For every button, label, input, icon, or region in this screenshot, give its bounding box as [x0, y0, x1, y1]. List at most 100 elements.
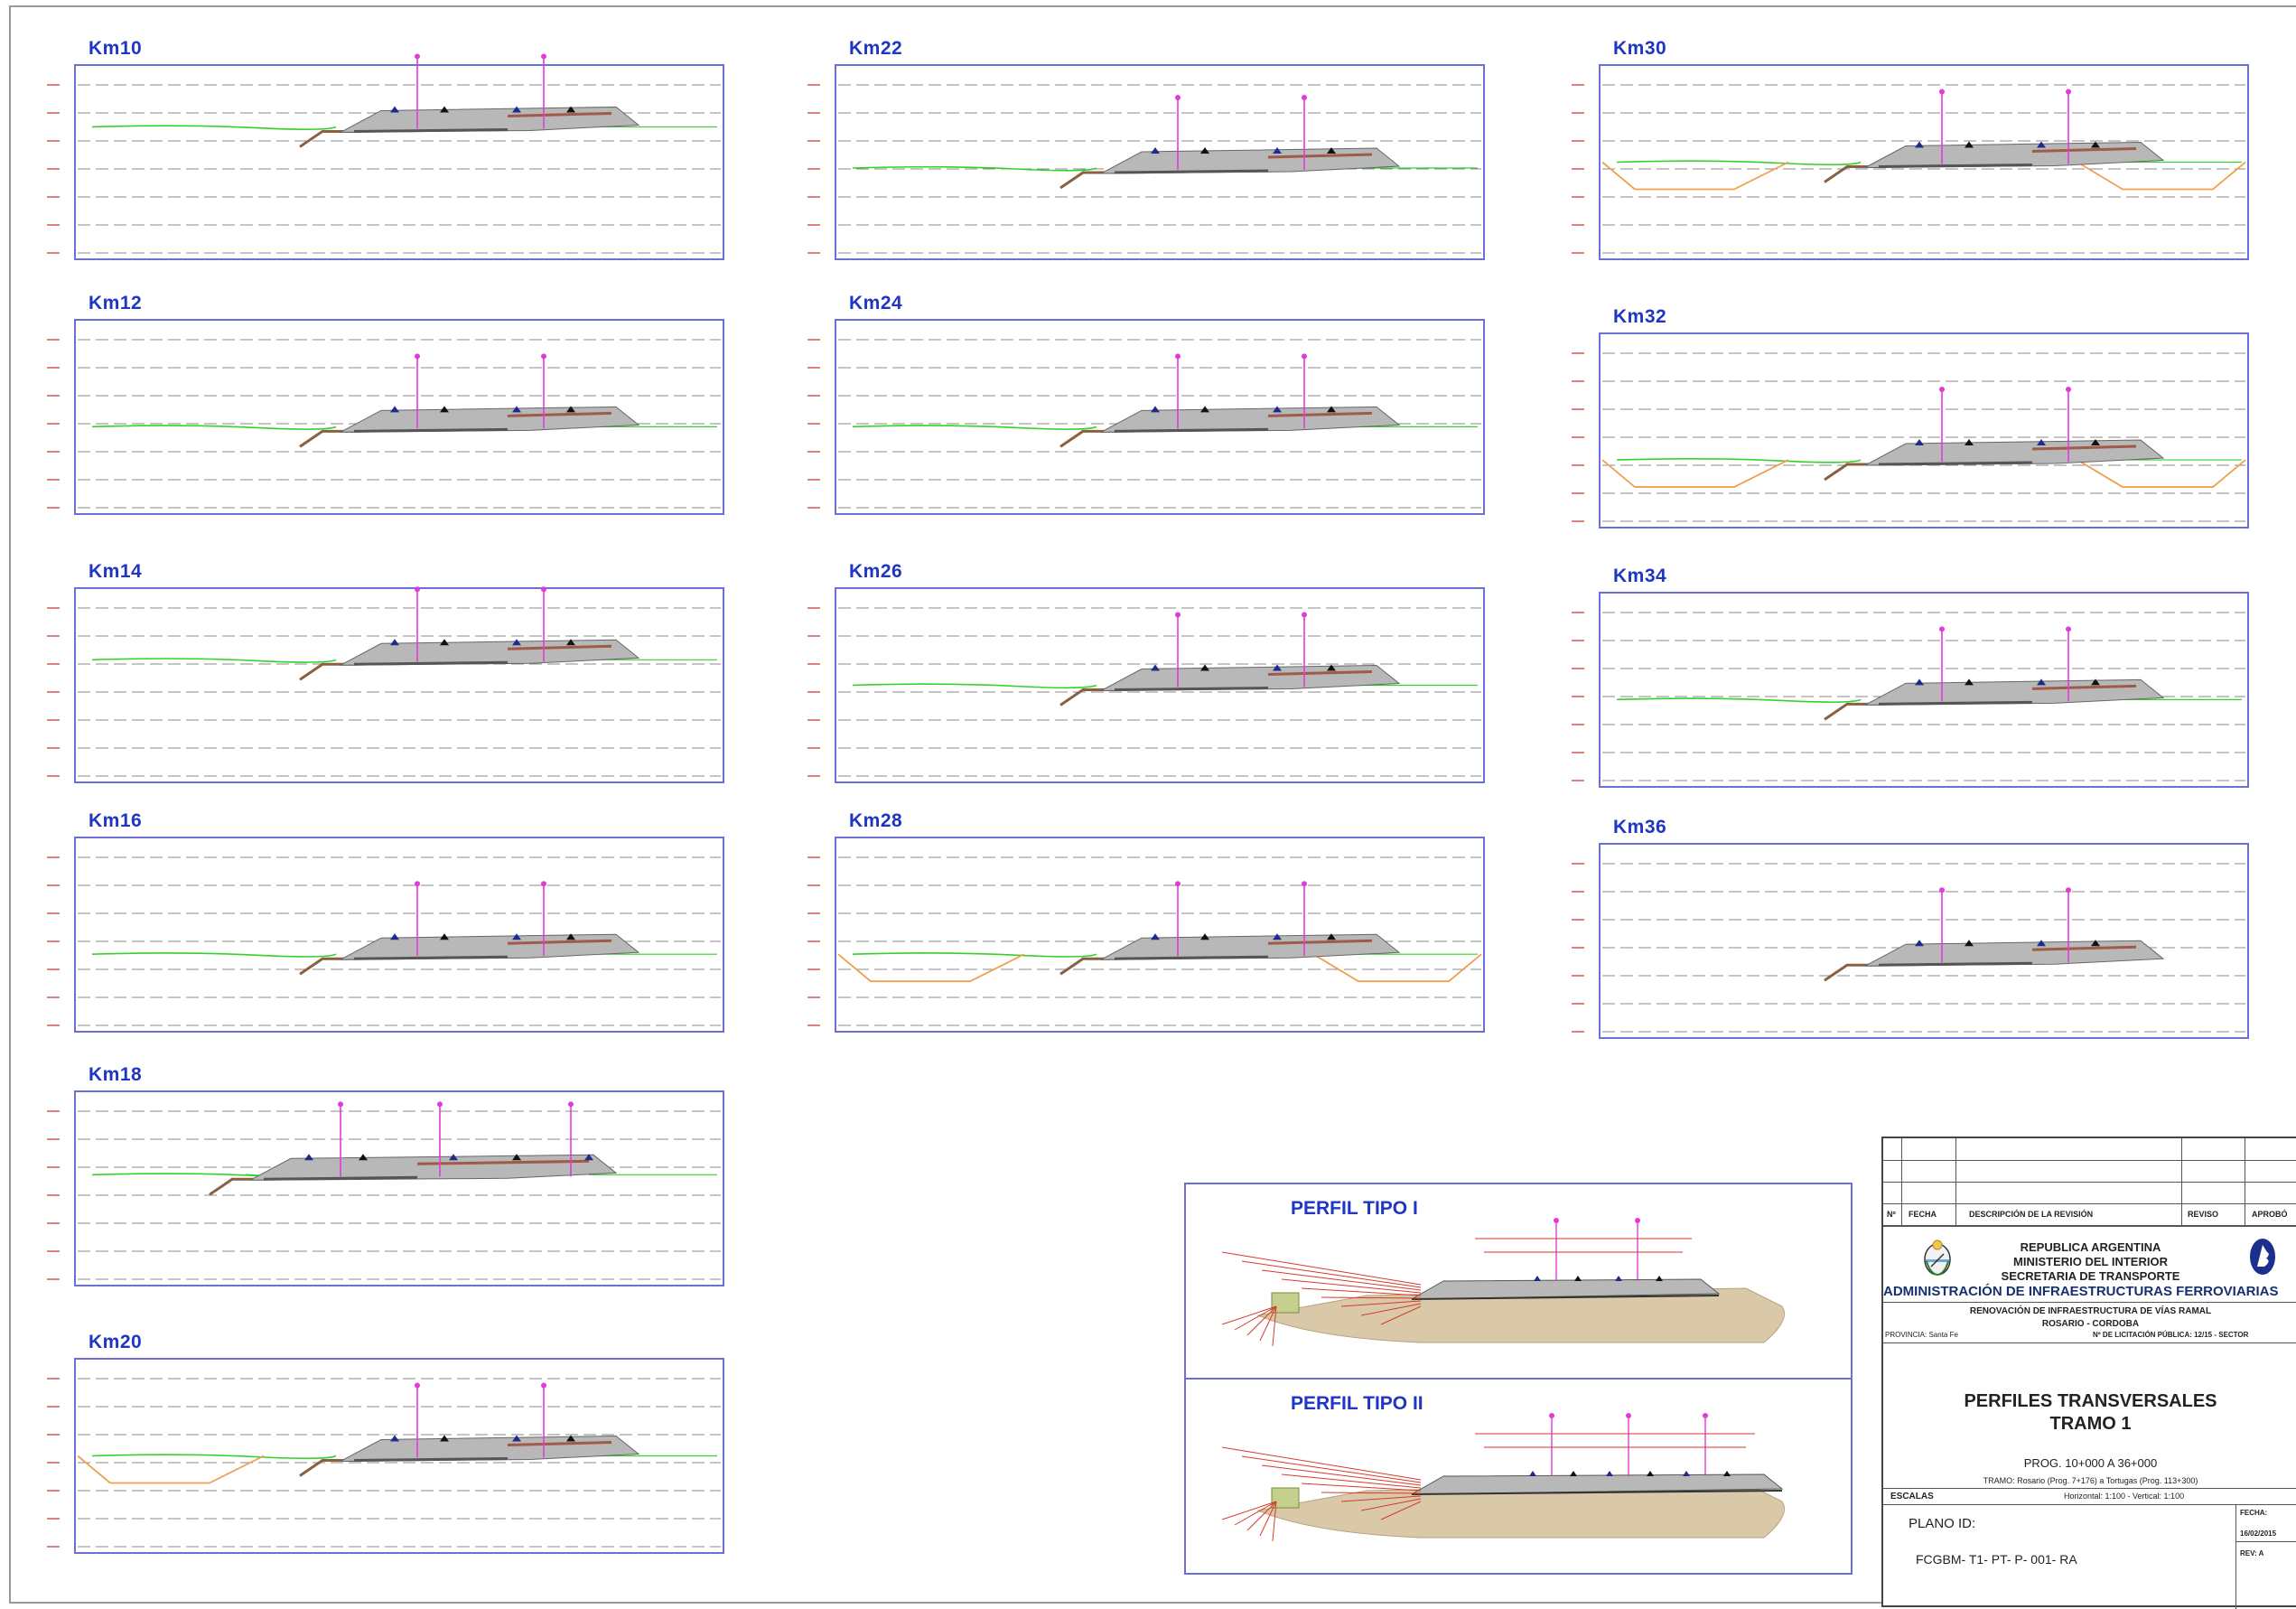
post-marker: [1554, 1218, 1559, 1223]
post-marker: [2066, 626, 2071, 632]
rev-num-header: Nº: [1887, 1210, 1896, 1219]
subgrade-slope: [1059, 957, 1115, 976]
rail-marker: [1965, 940, 1974, 947]
ballast: [1411, 1278, 1721, 1300]
rail-marker: [390, 933, 399, 940]
ground-line-left: [852, 683, 1097, 689]
rail-marker: [390, 406, 399, 413]
sleeper-line: [1267, 670, 1373, 676]
sleeper-line: [1267, 153, 1373, 159]
cross-section-panel: Km18: [47, 1061, 724, 1296]
rail-marker: [1606, 1471, 1613, 1476]
subgrade-slope: [299, 957, 354, 976]
ballast: [1411, 1473, 1784, 1495]
tb-col-divider: [2235, 1504, 2236, 1609]
rail-marker: [359, 1154, 368, 1161]
leader-line: [1321, 1296, 1422, 1299]
panel-label: Km10: [89, 38, 143, 59]
sheet-title-line-2: TRAMO 1: [2049, 1414, 2132, 1434]
tramo: TRAMO: Rosario (Prog. 7+176) a Tortugas …: [1983, 1476, 2198, 1485]
ground-line-left: [852, 952, 1097, 958]
rail-marker: [390, 1435, 399, 1442]
subgrade-slope: [1824, 463, 1879, 482]
panel-label: Km18: [89, 1064, 143, 1085]
panel-label: Km14: [89, 561, 143, 582]
rail-marker: [440, 106, 449, 113]
ditch-left: [1601, 459, 1789, 488]
org-line-3: SECRETARIA DE TRANSPORTE: [2001, 1269, 2180, 1283]
rail-marker: [1965, 141, 1974, 148]
post-marker: [541, 353, 546, 360]
leader-line: [1221, 1251, 1422, 1286]
rail-marker: [1151, 406, 1160, 413]
title-block: Nº FECHA DESCRIPCIÓN DE LA REVISIÓN REVI…: [1881, 1137, 2296, 1609]
ditch-left: [837, 953, 1025, 983]
leader-line: [1301, 1287, 1422, 1296]
rev-label: REV: A: [2240, 1549, 2264, 1558]
rail-marker: [1200, 933, 1209, 940]
rail-marker: [1200, 406, 1209, 413]
subballast-line: [1878, 164, 2033, 168]
rail-marker: [566, 933, 575, 940]
post-marker: [437, 1101, 443, 1108]
sleeper-line: [1267, 411, 1373, 417]
rev-row-line: [1883, 1160, 2296, 1161]
leader-line: [1272, 1501, 1277, 1542]
rev-header-line: [1883, 1225, 2296, 1227]
rail-marker: [512, 1154, 521, 1161]
post-marker: [415, 586, 420, 593]
sleeper-line: [507, 111, 612, 117]
panel-label: Km34: [1613, 566, 1667, 586]
leader-line: [1340, 1300, 1422, 1307]
subballast-line: [1114, 169, 1269, 174]
ditch-left: [1601, 161, 1789, 191]
rail-marker: [440, 639, 449, 646]
leader-line: [1241, 1455, 1422, 1483]
ditch-left: [77, 1455, 265, 1484]
rail-marker: [1615, 1276, 1622, 1281]
rail-marker: [390, 639, 399, 646]
leader-line: [1241, 1260, 1422, 1288]
sleeper-line: [507, 644, 612, 650]
subballast-line: [1878, 461, 2033, 466]
rail-marker: [512, 933, 521, 940]
rail-marker: [1656, 1276, 1663, 1281]
tb-divider: [2235, 1541, 2296, 1542]
panel-label: Km24: [849, 293, 903, 313]
subgrade-slope: [1824, 963, 1879, 982]
escalas-value: Horizontal: 1:100 - Vertical: 1:100: [2064, 1492, 2185, 1501]
post-marker: [1302, 95, 1307, 101]
subgrade-slope: [1824, 702, 1879, 721]
ground-line-left: [91, 125, 337, 130]
rail-marker: [512, 639, 521, 646]
post-marker: [415, 881, 420, 887]
cross-section-drawing: [1572, 863, 2245, 1033]
subgrade-slope: [1824, 165, 1879, 183]
panel-label: Km32: [1613, 306, 1667, 327]
leader-line: [1221, 1501, 1277, 1520]
rail-marker: [390, 106, 399, 113]
sleeper-line: [2031, 444, 2137, 451]
ditch-right: [2077, 161, 2246, 191]
post-marker: [1939, 887, 1945, 893]
perfil-tipo-drawing: [1221, 1218, 1785, 1347]
leader-line: [1281, 1278, 1422, 1294]
panel-label: Km28: [849, 810, 903, 831]
rail-marker: [1965, 439, 1974, 446]
leader-line: [1246, 1501, 1277, 1531]
rev-col-line: [2181, 1138, 2182, 1225]
project-line-1: RENOVACIÓN DE INFRAESTRUCTURA DE VÍAS RA…: [1969, 1306, 2212, 1316]
subballast-line: [1878, 961, 2033, 967]
sleeper-line: [2031, 684, 2137, 690]
project-line-2: ROSARIO - CORDOBA: [2041, 1319, 2140, 1329]
leader-line: [1380, 1501, 1422, 1520]
cross-section-panel: Km24: [807, 289, 1485, 524]
subballast-line: [263, 1175, 418, 1181]
cross-section-panel: Km22: [807, 34, 1485, 269]
sleeper-line: [2031, 147, 2137, 153]
rail-marker: [1327, 933, 1336, 940]
sheet-title-line-1: PERFILES TRANSVERSALES: [1964, 1391, 2217, 1411]
embankment: [249, 1154, 618, 1181]
leader-line: [1221, 1305, 1277, 1325]
leader-line: [1259, 1501, 1277, 1537]
